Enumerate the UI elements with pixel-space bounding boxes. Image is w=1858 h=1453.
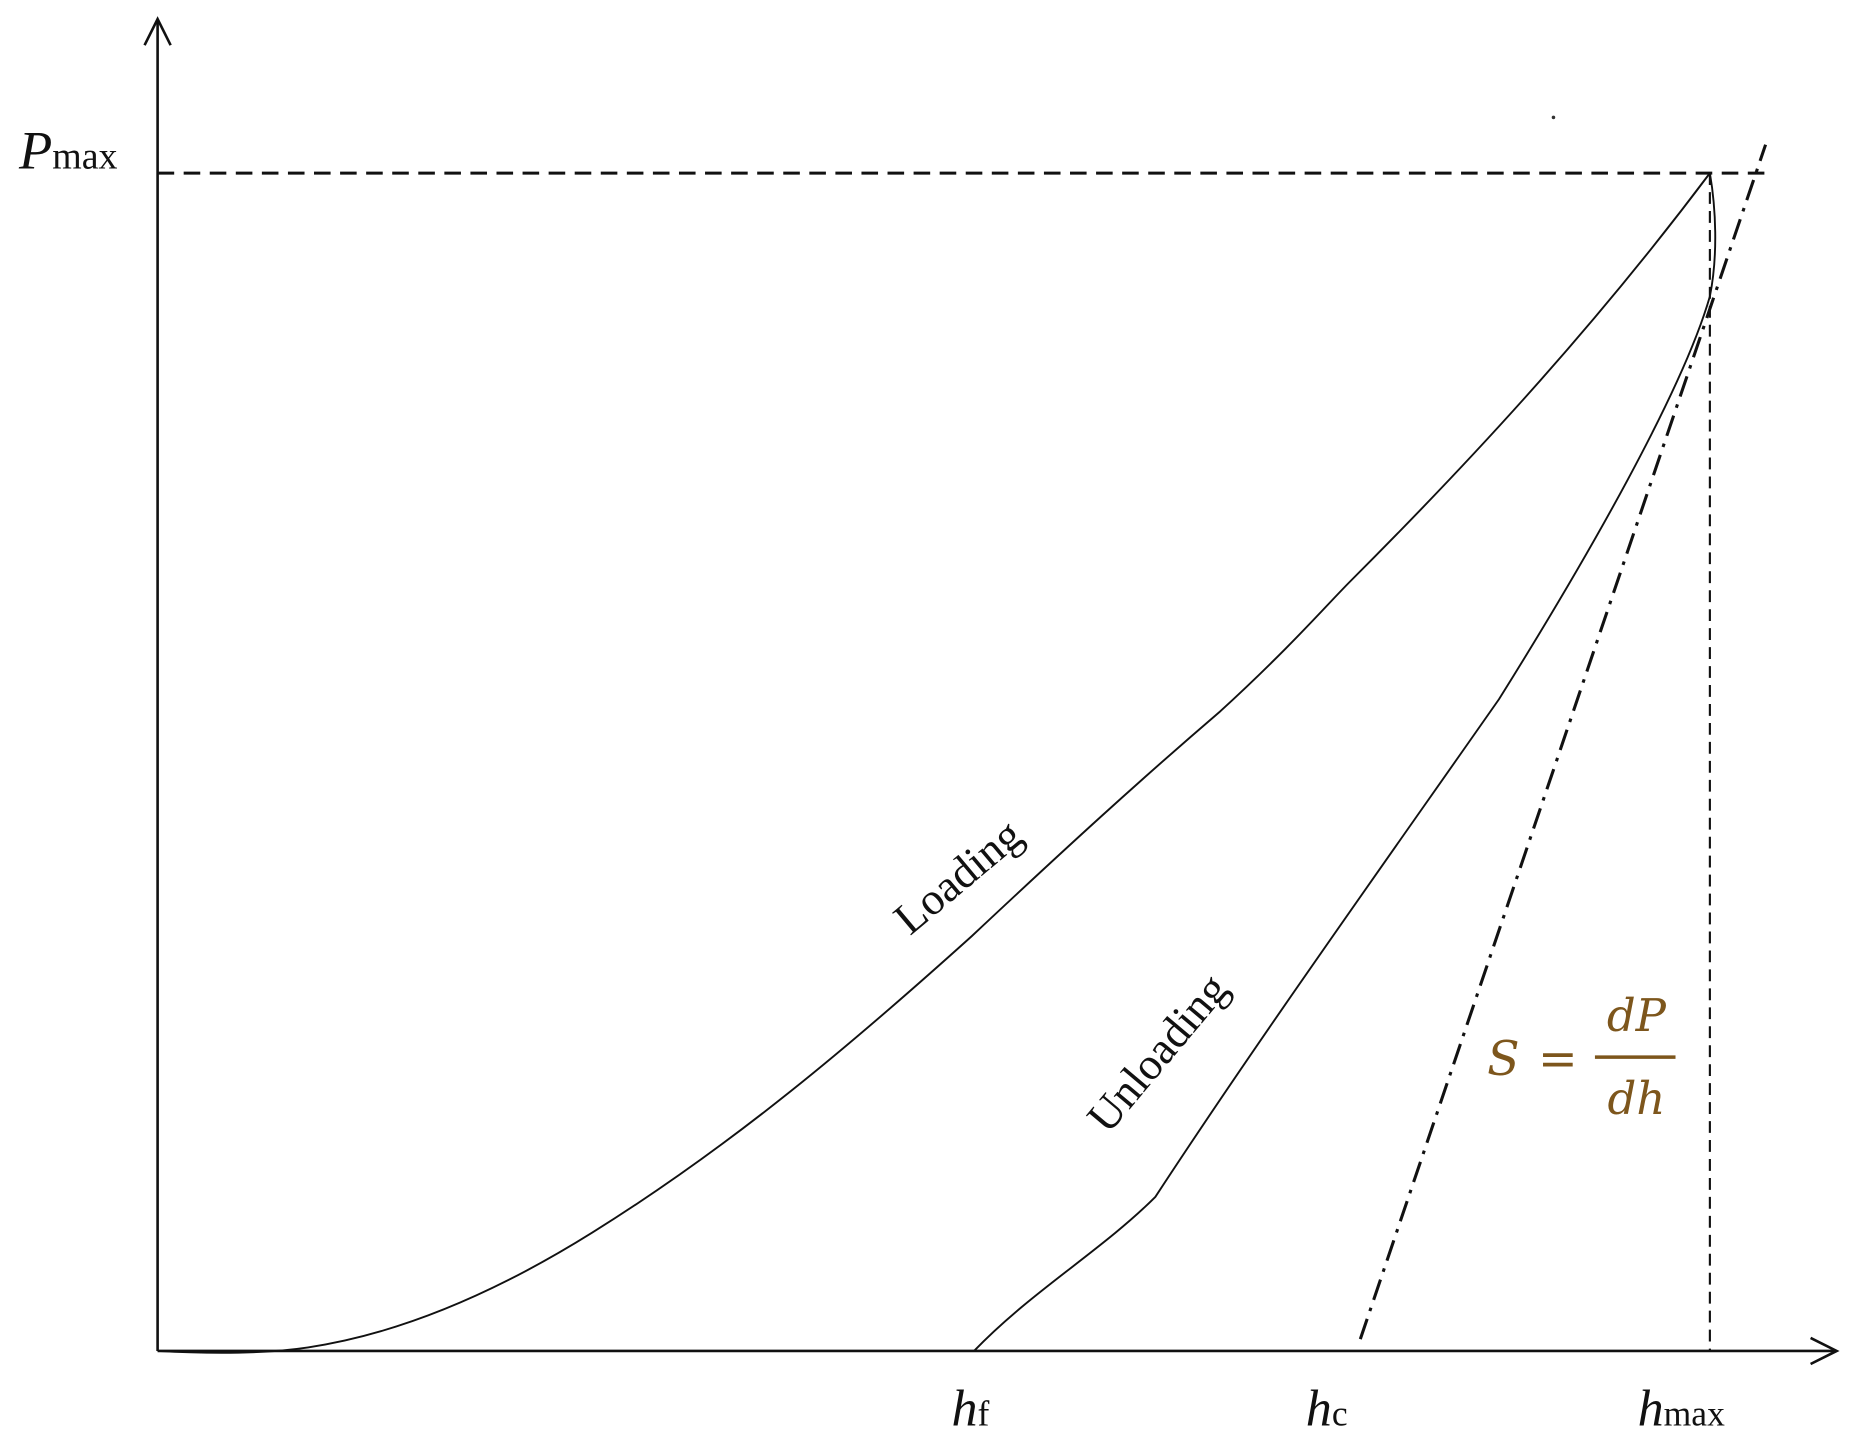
eq-numerator: dP — [1607, 989, 1667, 1042]
hmax-main: h — [1638, 1381, 1664, 1438]
eq-denominator: dh — [1608, 1072, 1666, 1125]
pmax-main: P — [18, 119, 52, 180]
unloading-curve — [973, 172, 1717, 1352]
hmax-sub: max — [1664, 1394, 1725, 1434]
y-arrow — [143, 16, 172, 46]
unloading-label: Unloading — [1077, 964, 1237, 1142]
loading-curve — [157, 172, 1711, 1354]
stiffness-equation: S = dP dh — [1487, 989, 1676, 1125]
pmax-sub: max — [52, 135, 117, 177]
hc-label: hc — [1306, 1381, 1348, 1438]
speck — [1551, 115, 1556, 120]
hc-sub: c — [1332, 1394, 1348, 1434]
loading-label: Loading — [884, 809, 1031, 944]
eq-lhs: S — [1487, 1032, 1519, 1087]
hf-main: h — [952, 1381, 978, 1438]
pmax-label: Pmax — [18, 119, 118, 180]
hmax-label: hmax — [1638, 1381, 1725, 1438]
hf-label: hf — [952, 1381, 990, 1438]
hf-sub: f — [978, 1394, 990, 1434]
axes — [143, 16, 1840, 1366]
x-arrow — [1810, 1336, 1840, 1366]
eq-sign: = — [1538, 1032, 1578, 1087]
stiffness-line — [1358, 144, 1768, 1340]
hc-main: h — [1306, 1381, 1332, 1438]
